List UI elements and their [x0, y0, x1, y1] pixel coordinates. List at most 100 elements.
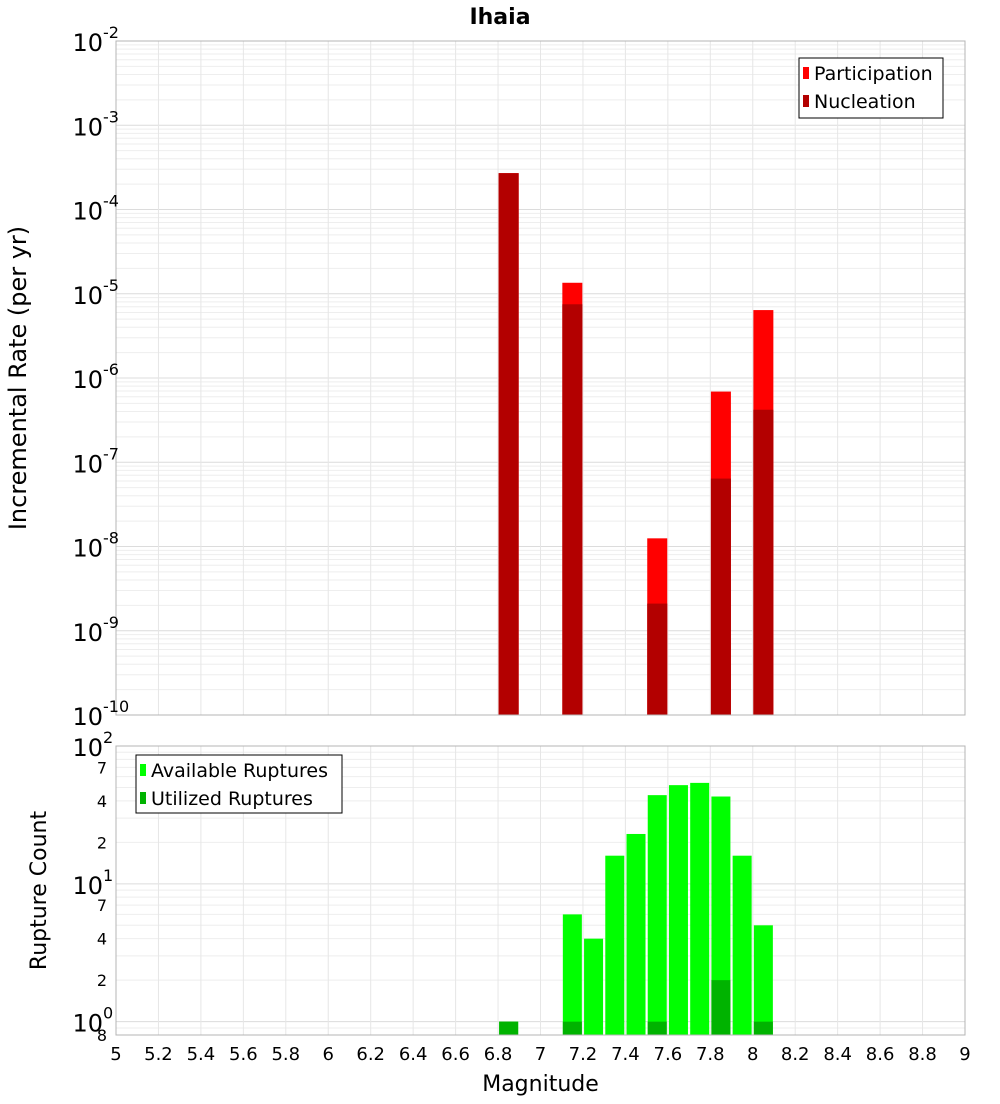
legend-label: Nucleation — [814, 91, 916, 113]
bottom-plot-border — [115, 745, 966, 1036]
x-tick-label: 6.2 — [356, 1044, 385, 1065]
y-tick-label: 10 -5 — [72, 276, 119, 310]
y-tick-minor: 7 — [97, 896, 107, 915]
y-tick-label: 10 0 — [72, 1004, 113, 1038]
x-tick-label: 7 — [535, 1044, 546, 1065]
bottom-y-axis-label: Rupture Count — [27, 811, 52, 971]
y-tick-label: 2 — [97, 971, 107, 990]
y-tick-exponent: -3 — [103, 107, 119, 126]
utilized-ruptures-bar — [711, 980, 731, 1035]
legend-swatch — [140, 792, 146, 804]
legend-swatch — [140, 764, 146, 776]
x-tick-label: 9 — [959, 1044, 970, 1065]
x-tick-label: 8.4 — [823, 1044, 852, 1065]
legend-item: Participation — [803, 63, 933, 85]
y-tick-base: 10 — [72, 703, 103, 731]
y-tick-exponent: 2 — [103, 728, 113, 747]
bottom-legend: Available Ruptures Utilized Ruptures — [135, 754, 343, 814]
y-tick-minor: 2 — [97, 971, 107, 990]
y-tick-label: 7 — [97, 896, 107, 915]
y-tick-base: 10 — [72, 734, 103, 762]
y-tick-minor: 4 — [97, 930, 107, 949]
y-tick-minor: 7 — [97, 758, 107, 777]
y-tick-label: 8 — [97, 1026, 107, 1045]
available-ruptures-bar — [668, 785, 688, 1035]
y-tick-label: 10 -6 — [72, 360, 119, 394]
y-tick-base: 10 — [72, 872, 103, 900]
y-tick-label: 10 -10 — [72, 697, 129, 731]
y-tick-label: 10 -9 — [72, 613, 119, 647]
y-tick-minor: 4 — [97, 792, 107, 811]
x-tick-label: 5.2 — [144, 1044, 173, 1065]
x-tick-label: 6.4 — [399, 1044, 428, 1065]
y-tick-base: 10 — [72, 29, 103, 57]
nucleation-bar — [710, 478, 731, 715]
available-ruptures-bar — [690, 782, 710, 1035]
nucleation-bar — [562, 304, 583, 715]
y-tick-minor: 8 — [97, 1026, 107, 1045]
y-tick-base: 10 — [72, 1010, 103, 1038]
nucleation-bar — [647, 603, 668, 715]
y-tick-minor: 2 — [97, 833, 107, 852]
x-tick-label: 5 — [110, 1044, 121, 1065]
nucleation-series — [498, 173, 774, 716]
legend-box — [135, 754, 343, 814]
x-tick-label: 7.2 — [569, 1044, 598, 1065]
x-tick-label: 7.8 — [696, 1044, 725, 1065]
y-tick-label: 10 2 — [72, 728, 113, 762]
utilized-ruptures-bar — [562, 1021, 582, 1035]
x-tick-label: 7.4 — [611, 1044, 640, 1065]
y-tick-base: 10 — [72, 282, 103, 310]
x-tick-label: 8.6 — [866, 1044, 895, 1065]
x-axis-label: Magnitude — [482, 1072, 599, 1097]
available-ruptures-bar — [647, 795, 667, 1035]
available-ruptures-bar — [584, 938, 604, 1035]
y-tick-base: 10 — [72, 113, 103, 141]
y-tick-base: 10 — [72, 450, 103, 478]
y-tick-exponent: -5 — [103, 276, 119, 295]
utilized-ruptures-bar — [647, 1021, 667, 1035]
available-ruptures-bar — [732, 855, 752, 1035]
x-tick-label: 7.6 — [654, 1044, 683, 1065]
x-tick-label: 5.6 — [229, 1044, 258, 1065]
nucleation-bar — [498, 173, 519, 716]
x-tick-label: 5.8 — [271, 1044, 300, 1065]
top-gridlines — [115, 41, 966, 716]
y-tick-label: 10 -8 — [72, 529, 119, 563]
y-tick-exponent: -10 — [103, 697, 129, 716]
y-tick-label: 2 — [97, 833, 107, 852]
top-plot-border — [115, 40, 966, 716]
y-tick-label: 10 1 — [72, 866, 113, 900]
y-tick-exponent: -6 — [103, 360, 119, 379]
y-tick-exponent: -8 — [103, 529, 119, 548]
y-tick-base: 10 — [72, 198, 103, 226]
y-tick-exponent: -7 — [103, 444, 119, 463]
legend-item: Nucleation — [803, 91, 916, 113]
legend-item: Available Ruptures — [140, 760, 328, 782]
available-ruptures-bar — [753, 925, 773, 1035]
nucleation-bar — [753, 409, 774, 715]
x-tick-label: 8 — [747, 1044, 758, 1065]
x-tick-label: 6 — [323, 1044, 334, 1065]
y-tick-exponent: -2 — [103, 23, 119, 42]
y-tick-base: 10 — [72, 619, 103, 647]
y-tick-base: 10 — [72, 535, 103, 563]
legend-label: Participation — [814, 63, 933, 85]
y-tick-label: 4 — [97, 792, 107, 811]
legend-swatch — [803, 95, 809, 107]
y-tick-exponent: 1 — [103, 866, 113, 885]
y-tick-label: 10 -2 — [72, 23, 119, 57]
chart-title: Ihaia — [469, 5, 530, 30]
top-legend: Participation Nucleation — [798, 57, 944, 119]
utilized-ruptures-series — [499, 980, 773, 1035]
legend-box — [798, 57, 944, 119]
x-ticks: 5 5.2 5.4 5.6 5.8 6 6.2 6.4 6.6 6.8 7 7.2 7.4 7.6 7.8 8… — [110, 1044, 970, 1065]
x-tick-label: 6.8 — [484, 1044, 513, 1065]
y-tick-label: 10 -4 — [72, 192, 119, 226]
legend-label: Utilized Ruptures — [151, 788, 313, 810]
y-tick-base: 10 — [72, 366, 103, 394]
available-ruptures-series — [499, 782, 773, 1035]
